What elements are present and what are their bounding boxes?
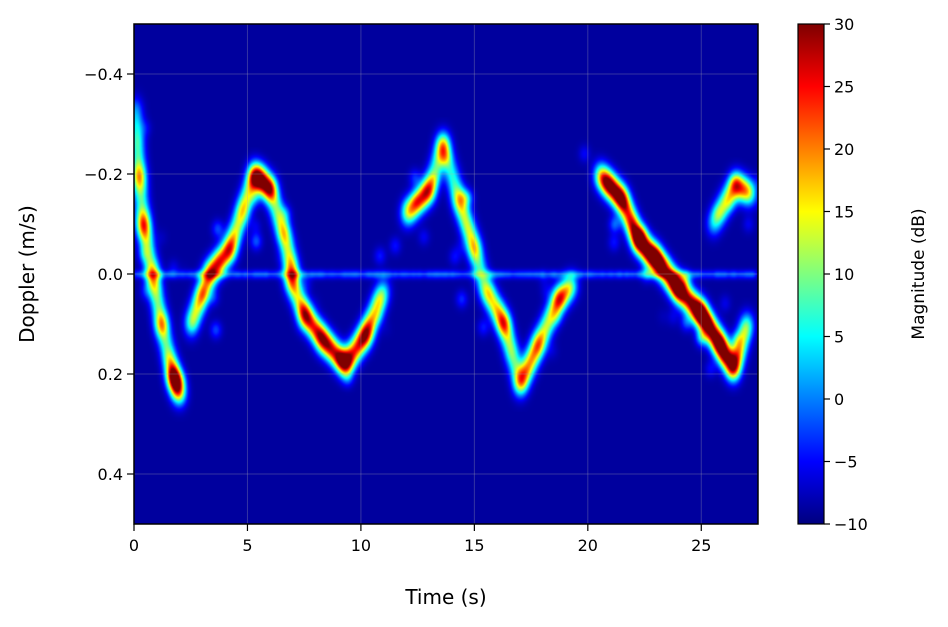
y-axis-label: Doppler (m/s)	[15, 205, 39, 343]
y-axis-ticks: −0.4 −0.2 0.0 0.2 0.4	[84, 65, 134, 484]
y-tick-label: −0.4	[84, 65, 123, 84]
colorbar-tick-label: −5	[834, 453, 858, 472]
colorbar-label: Magnitude (dB)	[909, 208, 929, 339]
x-axis-label: Time (s)	[404, 585, 486, 609]
x-tick-label: 20	[578, 536, 598, 555]
colorbar-tick-label: 15	[834, 203, 854, 222]
x-tick-label: 15	[464, 536, 484, 555]
y-tick-label: 0.0	[98, 265, 123, 284]
x-tick-label: 10	[351, 536, 371, 555]
colorbar: −10 −5 0 5 10 15 20 25 30 Magnitude (dB)	[797, 15, 929, 534]
plot-area	[133, 23, 759, 525]
colorbar-tick-label: 20	[834, 140, 854, 159]
grid-lines	[133, 24, 758, 524]
colorbar-tick-label: 5	[834, 328, 844, 347]
x-tick-label: 25	[691, 536, 711, 555]
y-tick-label: 0.2	[98, 365, 123, 384]
y-tick-label: 0.4	[98, 465, 123, 484]
colorbar-tick-label: 30	[834, 15, 854, 34]
x-tick-label: 5	[242, 536, 252, 555]
x-axis-ticks: 0 5 10 15 20 25	[129, 524, 711, 555]
colorbar-tick-label: 10	[834, 265, 854, 284]
y-tick-label: −0.2	[84, 165, 123, 184]
colorbar-ticks: −10 −5 0 5 10 15 20 25 30	[824, 15, 868, 534]
colorbar-tick-label: −10	[834, 515, 868, 534]
x-tick-label: 0	[129, 536, 139, 555]
colorbar-tick-label: 0	[834, 390, 844, 409]
colorbar-tick-label: 25	[834, 78, 854, 97]
colorbar-gradient	[797, 23, 825, 525]
